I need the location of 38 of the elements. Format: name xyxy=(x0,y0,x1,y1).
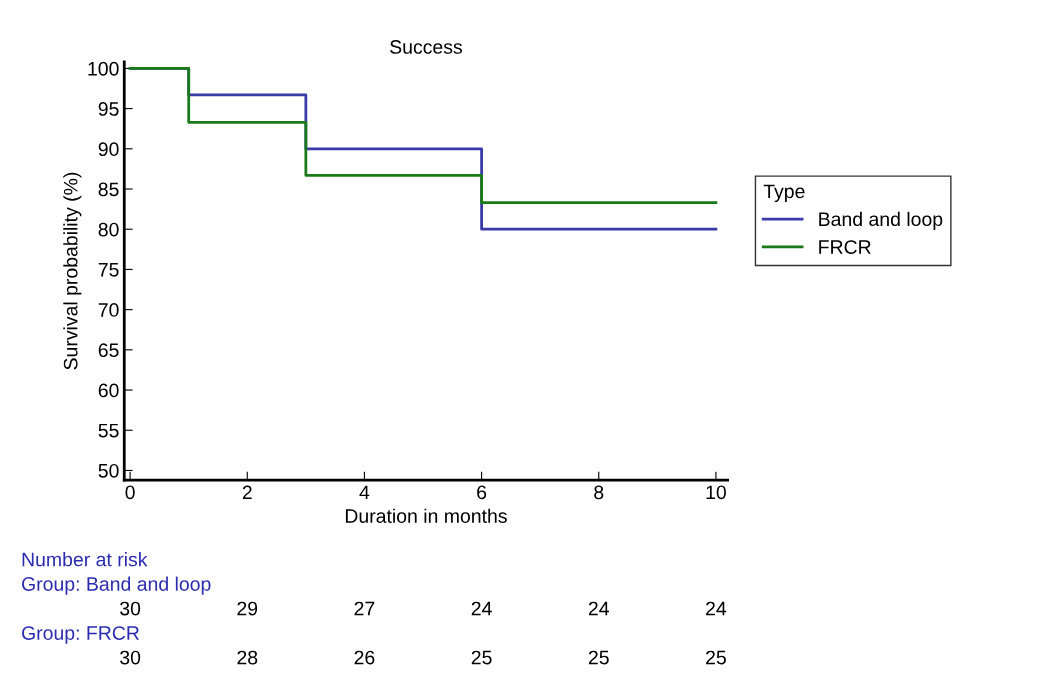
text: Number at risk xyxy=(22,552,148,567)
text: 24 xyxy=(471,601,492,616)
text: 25 xyxy=(706,650,726,665)
y-tick-label: 85 xyxy=(98,182,119,197)
legend-label: FRCR xyxy=(819,240,871,254)
chart-title: Success xyxy=(390,40,462,54)
y-tick-label: 55 xyxy=(98,423,119,438)
y-axis-title: Survival probability (%) xyxy=(63,172,82,370)
x-tick-label: 6 xyxy=(477,485,487,500)
x-tick-label: 2 xyxy=(242,485,252,500)
y-tick-label: 75 xyxy=(98,263,119,277)
y-tick-label: 90 xyxy=(98,142,119,157)
text: 24 xyxy=(588,601,609,616)
x-axis-title: Duration in months xyxy=(345,508,507,523)
x-tick-label: 0 xyxy=(125,485,135,500)
y-tick-label: 95 xyxy=(98,102,119,116)
y-tick-label: 65 xyxy=(98,343,119,358)
y-tick-label: 70 xyxy=(98,303,119,317)
x-tick-label: 4 xyxy=(359,485,370,500)
text: 25 xyxy=(588,650,609,665)
text: 30 xyxy=(120,601,141,616)
legend-label: Band and loop xyxy=(819,211,943,230)
text: Group: Band and loop xyxy=(22,576,211,595)
y-tick-label: 80 xyxy=(98,222,119,237)
text: 29 xyxy=(237,601,258,616)
legend-title: Type xyxy=(763,184,805,203)
x-tick-label: 8 xyxy=(594,485,604,500)
y-tick-label: 50 xyxy=(98,463,119,478)
text: 24 xyxy=(706,601,727,616)
y-tick-label: 60 xyxy=(98,383,119,398)
text: 26 xyxy=(354,650,375,665)
text: 30 xyxy=(120,650,141,665)
text: 25 xyxy=(471,650,492,665)
text: 27 xyxy=(354,601,375,616)
x-tick-label: 10 xyxy=(706,485,726,500)
y-tick-label: 100 xyxy=(88,61,119,76)
text: 28 xyxy=(237,650,258,665)
text: Group: FRCR xyxy=(22,626,140,644)
